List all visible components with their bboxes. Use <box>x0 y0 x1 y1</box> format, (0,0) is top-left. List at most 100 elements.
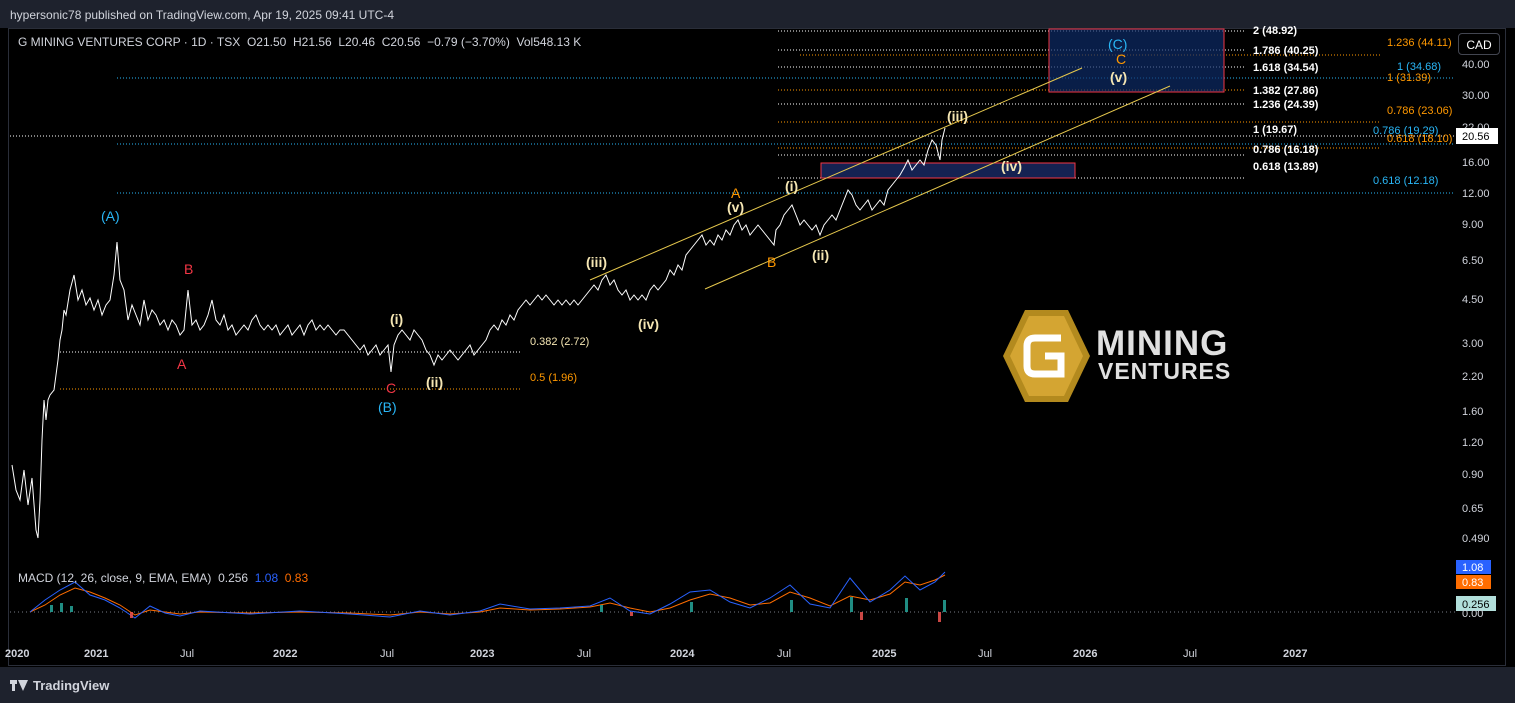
fib-label: 0.618 (18.10) <box>1387 133 1452 145</box>
signal-badge: 0.83 <box>1462 577 1483 589</box>
time-tick: Jul <box>577 648 591 660</box>
fib-label: 1 (31.39) <box>1387 72 1431 84</box>
close-label: C <box>381 35 391 49</box>
fib-label: 1.236 (24.39) <box>1253 99 1319 111</box>
close-value: 20.56 <box>390 35 421 49</box>
tradingview-logo-icon <box>10 680 28 691</box>
fib-label: 1 (19.67) <box>1253 124 1297 136</box>
fib-label: 0.618 (12.18) <box>1373 175 1438 187</box>
wave-label-i-2: (i) <box>785 178 798 194</box>
time-tick: Jul <box>380 648 394 660</box>
price-tick: 0.490 <box>1462 533 1490 545</box>
time-tick: Jul <box>978 648 992 660</box>
wave-label-B-orange: B <box>767 254 776 270</box>
price-tick: 40.00 <box>1462 59 1490 71</box>
time-tick: Jul <box>180 648 194 660</box>
time-tick: 2026 <box>1073 648 1097 660</box>
publisher-bar: hypersonic78 published on TradingView.co… <box>0 0 1515 28</box>
wave-label-B-red: B <box>184 261 193 277</box>
wave-label-C-red: C <box>386 380 396 396</box>
time-tick: 2025 <box>872 648 896 660</box>
fib-retrace-label: 0.382 (2.72) <box>530 336 589 348</box>
fib-label: 2 (48.92) <box>1253 25 1297 37</box>
macd-signal-value: 0.83 <box>284 571 309 585</box>
macd-pane[interactable] <box>10 571 1455 622</box>
time-tick: 2020 <box>5 648 29 660</box>
hist-badge-bg <box>1456 596 1496 611</box>
price-tick: 3.00 <box>1462 338 1483 350</box>
chart-frame[interactable] <box>8 28 1506 666</box>
channel-lower-line[interactable] <box>704 85 1171 290</box>
high-value: 21.56 <box>301 35 332 49</box>
wave-label-C-primary: (C) <box>1108 36 1127 52</box>
fib-label: 1.382 (27.86) <box>1253 85 1319 97</box>
price-tick: 30.00 <box>1462 90 1490 102</box>
wave-label-ii: (ii) <box>426 374 443 390</box>
wave-label-iii: (iii) <box>586 254 607 270</box>
brand-text: TradingView <box>33 678 110 693</box>
price-tick: 1.20 <box>1462 437 1483 449</box>
wave-label-A-orange: A <box>731 185 741 201</box>
last-price-badge-bg <box>1456 128 1498 144</box>
macd-axis-tick: 0.00 <box>1462 608 1483 620</box>
price-tick: 9.00 <box>1462 219 1483 231</box>
price-tick: 4.50 <box>1462 294 1483 306</box>
macd-badge-bg <box>1456 560 1491 574</box>
wave-label-ii-2: (ii) <box>812 247 829 263</box>
time-tick: 2022 <box>273 648 297 660</box>
symbol-name: G MINING VENTURES CORP · 1D · TSX <box>18 35 241 49</box>
wave-label-iv: (iv) <box>638 316 659 332</box>
time-tick: Jul <box>1183 648 1197 660</box>
wave-label-C-orange: C <box>1116 51 1126 67</box>
time-tick: Jul <box>777 648 791 660</box>
footer-bar <box>0 667 1515 703</box>
time-tick: 2021 <box>84 648 108 660</box>
time-tick: 2024 <box>670 648 695 660</box>
fib-label: 0.786 (16.18) <box>1253 144 1319 156</box>
fib-label: 1 (34.68) <box>1397 61 1441 73</box>
fib-label: 0.618 (13.89) <box>1253 161 1319 173</box>
fib-labels-blue: 1 (34.68) 0.786 (19.29) 0.618 (12.18) <box>1373 61 1441 187</box>
price-tick: 12.00 <box>1462 188 1490 200</box>
wave-labels[interactable]: (A) (B) (C) A B C (i) (ii) (iii) (iv) (v… <box>101 36 1127 415</box>
price-series[interactable] <box>11 127 946 539</box>
price-tick: 0.65 <box>1462 503 1483 515</box>
currency-button[interactable]: CAD <box>1458 33 1500 55</box>
channel-upper-line[interactable] <box>589 67 1083 281</box>
low-value: 20.46 <box>345 35 376 49</box>
wave-label-A-red: A <box>177 356 187 372</box>
signal-badge-bg <box>1456 575 1491 589</box>
macd-value: 1.08 <box>254 571 279 585</box>
wave-label-iii-2: (iii) <box>947 108 968 124</box>
high-label: H <box>292 35 302 49</box>
fib-label: 0.786 (23.06) <box>1387 105 1452 117</box>
target-zone-box[interactable] <box>1048 28 1225 93</box>
macd-badge: 1.08 <box>1462 562 1483 574</box>
time-tick: 2023 <box>470 648 494 660</box>
fib-labels-orange: 1.236 (44.11) 1 (31.39) 0.786 (23.06) 0.… <box>1387 37 1452 145</box>
price-tick: 6.50 <box>1462 255 1483 267</box>
fib-label: 1.618 (34.54) <box>1253 62 1319 74</box>
logo-hexagon-icon <box>1003 310 1090 402</box>
wave-label-v: (v) <box>727 199 744 215</box>
last-price-badge: 20.56 <box>1462 131 1490 143</box>
fib-retrace-label: 0.5 (1.96) <box>530 372 577 384</box>
macd-legend[interactable]: MACD (12, 26, close, 9, EMA, EMA) 0.256 … <box>18 571 308 585</box>
macd-histogram <box>50 597 946 612</box>
tradingview-brand[interactable]: TradingView <box>10 678 109 693</box>
price-tick: 0.90 <box>1462 469 1483 481</box>
time-axis[interactable]: 2020 2021 Jul 2022 Jul 2023 Jul 2024 Jul… <box>5 648 1307 660</box>
fib-label: 1.786 (40.25) <box>1253 45 1319 57</box>
symbol-legend[interactable]: G MINING VENTURES CORP · 1D · TSX O21.50… <box>18 35 581 49</box>
price-tick: 16.00 <box>1462 157 1490 169</box>
price-tick: 2.20 <box>1462 371 1483 383</box>
wave-label-iv-2: (iv) <box>1001 158 1022 174</box>
fib-label: 0.786 (19.29) <box>1373 125 1438 137</box>
wave-iv-zone-box[interactable] <box>820 162 1076 179</box>
logo-text-ventures: VENTURES <box>1098 358 1232 384</box>
level-lines <box>10 30 1455 390</box>
wave-label-B-primary: (B) <box>378 399 397 415</box>
fib-labels-white: 2 (48.92) 1.786 (40.25) 1.618 (34.54) 1.… <box>1253 25 1319 173</box>
price-axis[interactable]: 40.00 30.00 22.00 16.00 12.00 9.00 6.50 … <box>1462 59 1490 545</box>
